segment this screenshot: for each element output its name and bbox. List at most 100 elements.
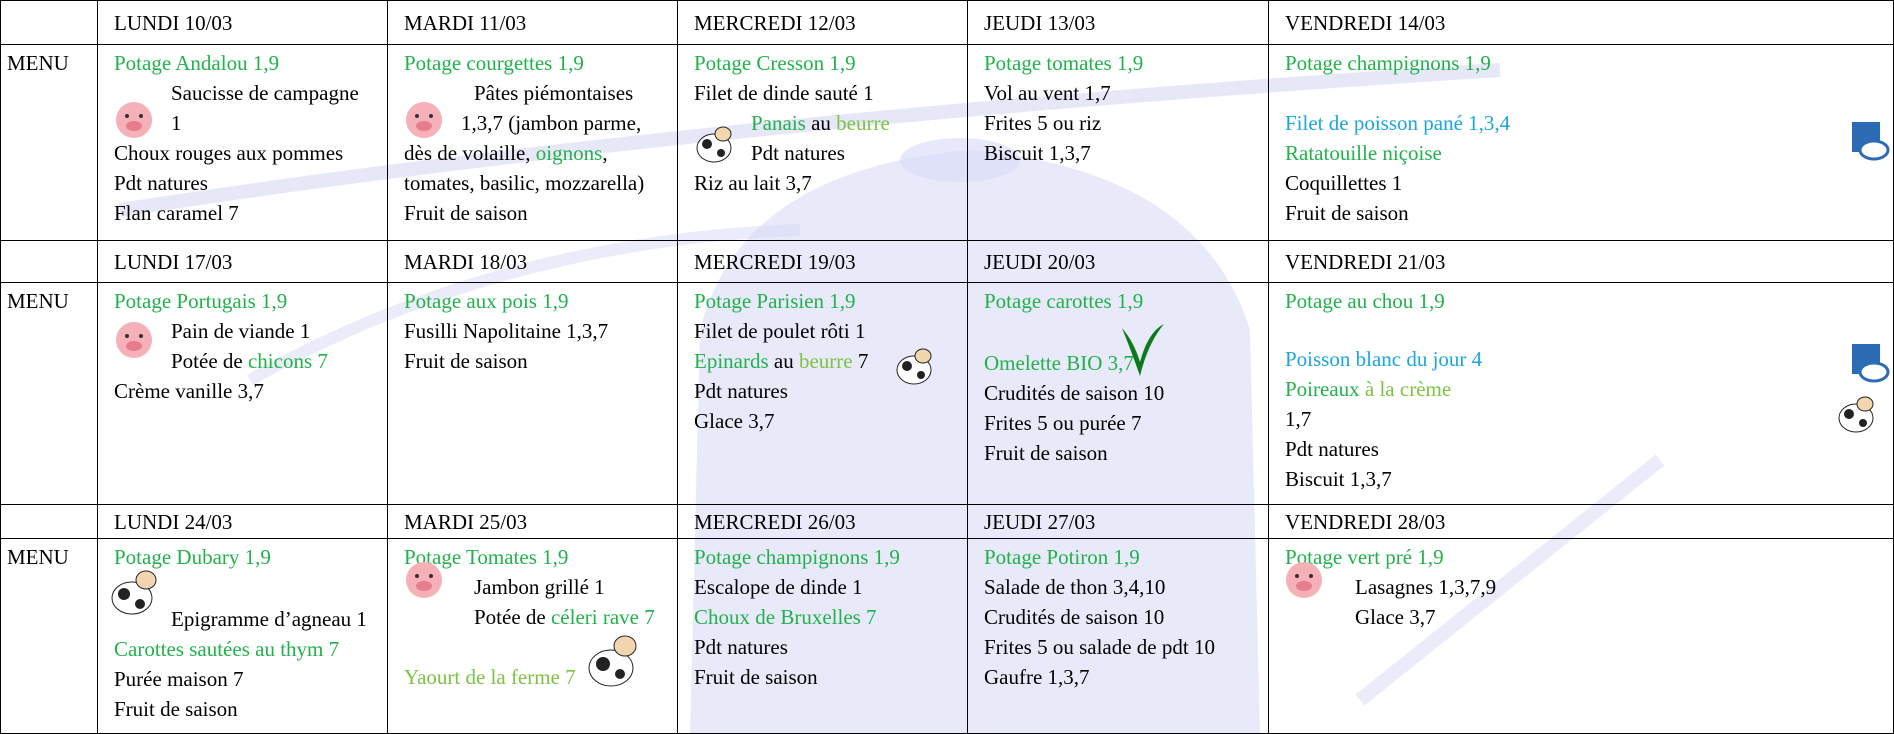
menu-text: Potage Parisien 1,9: [694, 289, 856, 313]
menu-line: Fruit de saison: [404, 198, 677, 228]
menu-cell: Potage champignons 1,9 Escalope de dinde …: [677, 538, 967, 734]
menu-line: Potage Portugais 1,9: [114, 286, 387, 316]
menu-line: Frites 5 ou salade de pdt 10: [984, 632, 1268, 662]
menu-text: Pdt natures: [1285, 437, 1379, 461]
menu-line: Vol au vent 1,7: [984, 78, 1268, 108]
menu-text: Panais: [751, 111, 806, 135]
cow-icon: [1838, 396, 1874, 433]
menu-cell: Potage courgettes 1,9 Pâtes piémontaises 1…: [387, 44, 677, 240]
menu-line: dès de volaille, oignons,: [404, 138, 677, 168]
menu-text: Choux rouges aux pommes: [114, 141, 344, 165]
msc-icon: [1852, 344, 1890, 383]
menu-line: Epinards au beurre 7: [694, 346, 967, 376]
menu-text: tomates, basilic, mozzarella): [404, 171, 645, 195]
menu-text: Pdt natures: [694, 635, 788, 659]
menu-text: Potage tomates 1,9: [984, 51, 1144, 75]
menu-cell: Potage Portugais 1,9 Pain de viande 1 Poté…: [97, 282, 387, 504]
menu-cell: Potage Andalou 1,9 Saucisse de campagne 1 C…: [97, 44, 387, 240]
menu-text: Flan caramel 7: [114, 201, 239, 225]
menu-text: Choux de Bruxelles 7: [694, 605, 877, 629]
menu-text: Jambon grillé 1: [474, 575, 605, 599]
menu-text: Crème vanille 3,7: [114, 379, 264, 403]
menu-text: chicons 7: [247, 349, 328, 373]
menu-text: Potage champignons 1,9: [694, 545, 900, 569]
menu-line: Escalope de dinde 1: [694, 572, 967, 602]
day-header: JEUDI 27/03: [967, 504, 1268, 538]
menu-text: Gaufre 1,3,7: [984, 665, 1090, 689]
menu-cell: Potage Dubary 1,9 Epigramme d’agneau 1 Car…: [97, 538, 387, 734]
menu-text: Frites 5 ou salade de pdt 10: [984, 635, 1215, 659]
menu-line: Potage Cresson 1,9: [694, 48, 967, 78]
menu-text: Biscuit 1,3,7: [984, 141, 1091, 165]
pig-icon: [116, 322, 152, 358]
header-corner: [0, 240, 97, 282]
menu-cell: Potage au chou 1,9 Poisson blanc du jour …: [1268, 282, 1894, 504]
day-header: MARDI 18/03: [387, 240, 677, 282]
day-label: LUNDI 17/03: [114, 250, 233, 274]
menu-text: Purée maison 7: [114, 667, 244, 691]
menu-line: Glace 3,7: [1285, 602, 1894, 632]
menu-text: Glace 3,7: [1355, 605, 1436, 629]
menu-line: Choux de Bruxelles 7: [694, 602, 967, 632]
day-label: VENDREDI 21/03: [1285, 250, 1446, 274]
menu-line: Epigramme d’agneau 1: [114, 604, 387, 634]
day-header: MERCREDI 12/03: [677, 0, 967, 44]
menu-text: Potage carottes 1,9: [984, 289, 1144, 313]
menu-text: Potage courgettes 1,9: [404, 51, 584, 75]
menu-line: Frites 5 ou riz: [984, 108, 1268, 138]
menu-line: Jambon grillé 1: [404, 572, 677, 602]
row-label-text: MENU: [7, 289, 69, 313]
menu-line: Pdt natures: [114, 168, 387, 198]
menu-text: Carottes sautées au thym 7: [114, 637, 340, 661]
menu-line: 1: [114, 108, 387, 138]
day-header: MARDI 25/03: [387, 504, 677, 538]
menu-line: Potage carottes 1,9: [984, 286, 1268, 316]
menu-line: Pâtes piémontaises: [404, 78, 677, 108]
menu-line: Pdt natures: [694, 376, 967, 406]
menu-text: Coquillettes 1: [1285, 171, 1403, 195]
menu-text: céleri rave 7: [550, 605, 655, 629]
menu-line: Crudités de saison 10: [984, 378, 1268, 408]
day-label: LUNDI 10/03: [114, 11, 233, 35]
menu-line: Fruit de saison: [984, 438, 1268, 468]
menu-text: 1,7: [1285, 407, 1312, 431]
menu-text: Fruit de saison: [114, 697, 238, 721]
msc-icon: [1852, 122, 1890, 161]
menu-line: Potée de chicons 7: [114, 346, 387, 376]
day-label: MARDI 18/03: [404, 250, 528, 274]
menu-line: Panais au beurre: [694, 108, 967, 138]
cow-icon: [588, 635, 637, 687]
menu-text: Frites 5 ou purée 7: [984, 411, 1142, 435]
menu-text: ,: [602, 141, 608, 165]
day-header: LUNDI 10/03: [97, 0, 387, 44]
menu-line: Potée de céleri rave 7: [404, 602, 677, 632]
menu-line: Potage au chou 1,9: [1285, 286, 1894, 316]
menu-text: Potage aux pois 1,9: [404, 289, 569, 313]
menu-text: Crudités de saison 10: [984, 381, 1165, 405]
menu-text: au: [768, 349, 799, 373]
menu-text: beurre: [798, 349, 853, 373]
menu-line: Riz au lait 3,7: [694, 168, 967, 198]
menu-line: Potage champignons 1,9: [694, 542, 967, 572]
menu-line: Pain de viande 1: [114, 316, 387, 346]
day-header: VENDREDI 14/03: [1268, 0, 1894, 44]
menu-text: Ratatouille niçoise: [1285, 141, 1442, 165]
menu-text: Fruit de saison: [694, 665, 818, 689]
menu-text: Potage Cresson 1,9: [694, 51, 856, 75]
day-header: MERCREDI 19/03: [677, 240, 967, 282]
header-corner: [0, 504, 97, 538]
menu-text: Frites 5 ou riz: [984, 111, 1102, 135]
menu-line: Biscuit 1,3,7: [984, 138, 1268, 168]
row-label-text: MENU: [7, 545, 69, 569]
menu-text: oignons: [535, 141, 603, 165]
menu-text: Pdt natures: [694, 379, 788, 403]
menu-text: Potage Portugais 1,9: [114, 289, 288, 313]
menu-line: Lasagnes 1,3,7,9: [1285, 572, 1894, 602]
menu-line: Crème vanille 3,7: [114, 376, 387, 406]
menu-line: Pdt natures: [1285, 434, 1894, 464]
menu-text: Potage au chou 1,9: [1285, 289, 1445, 313]
day-label: MARDI 11/03: [404, 11, 527, 35]
menu-line: Poireaux à la crème: [1285, 374, 1894, 404]
menu-line: Potage champignons 1,9: [1285, 48, 1894, 78]
